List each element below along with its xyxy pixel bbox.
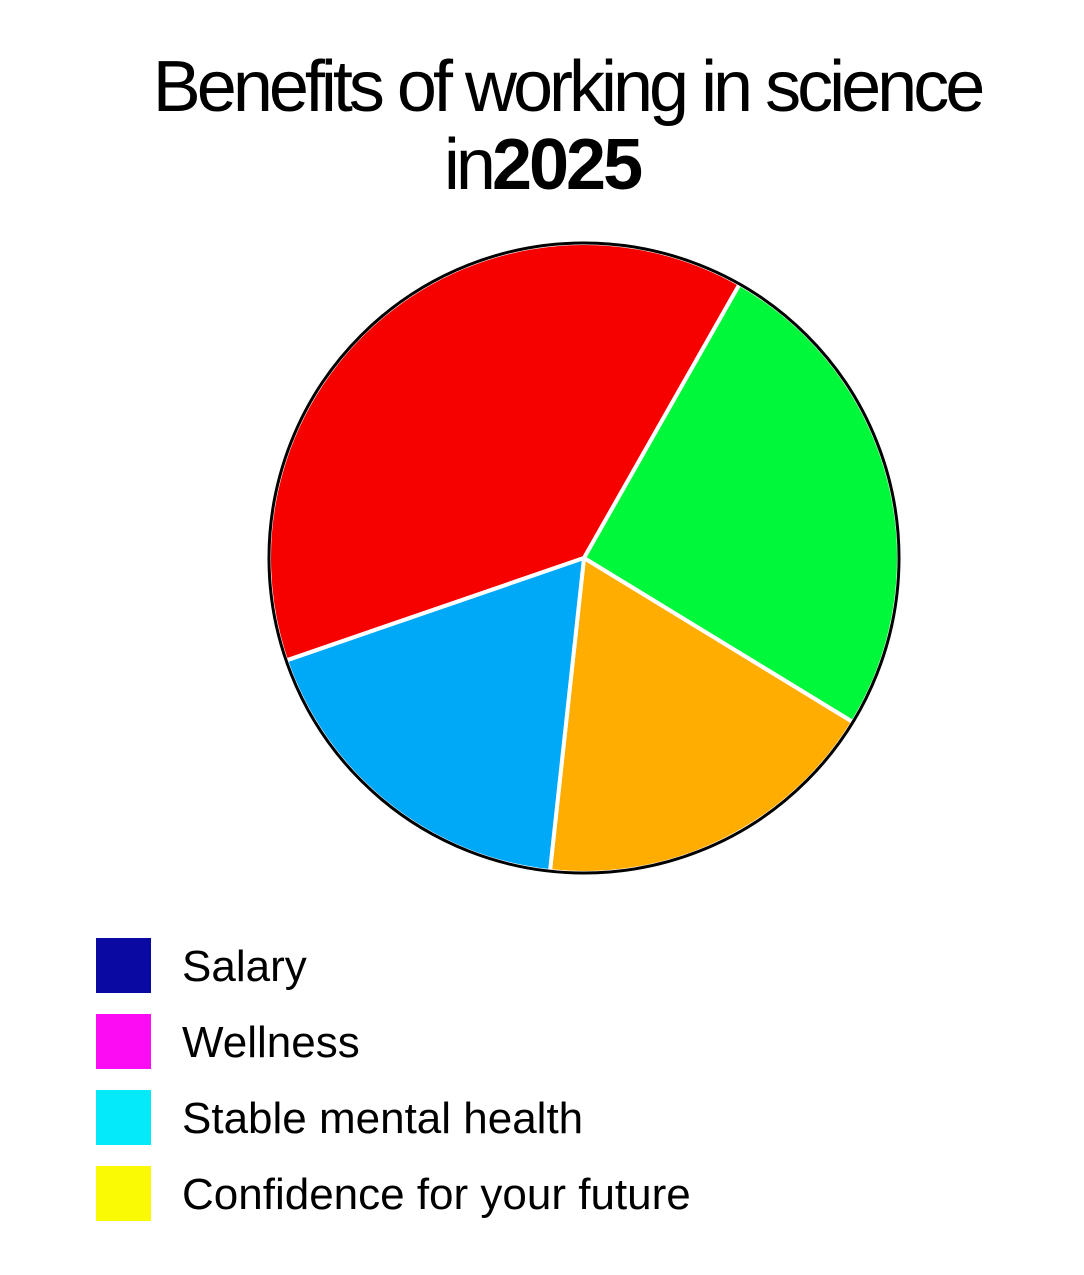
chart-title-year: 2025 [491,125,643,205]
pie-outline [267,241,901,875]
chart-title-line-2: in2025 [0,126,1084,204]
legend-swatch [96,938,151,993]
chart-title: Benefits of working in science in2025 [0,48,1084,204]
legend-label: Stable mental health [182,1094,584,1143]
chart-title-line-1: Benefits of working in science [152,47,985,127]
legend-label: Confidence for your future [182,1170,691,1219]
legend-swatch [96,1090,151,1145]
chart-title-prefix: in [443,125,496,205]
legend-label: Wellness [182,1018,360,1067]
legend-swatch [96,1014,151,1069]
legend-swatch [96,1166,151,1221]
legend-label: Salary [182,942,307,991]
